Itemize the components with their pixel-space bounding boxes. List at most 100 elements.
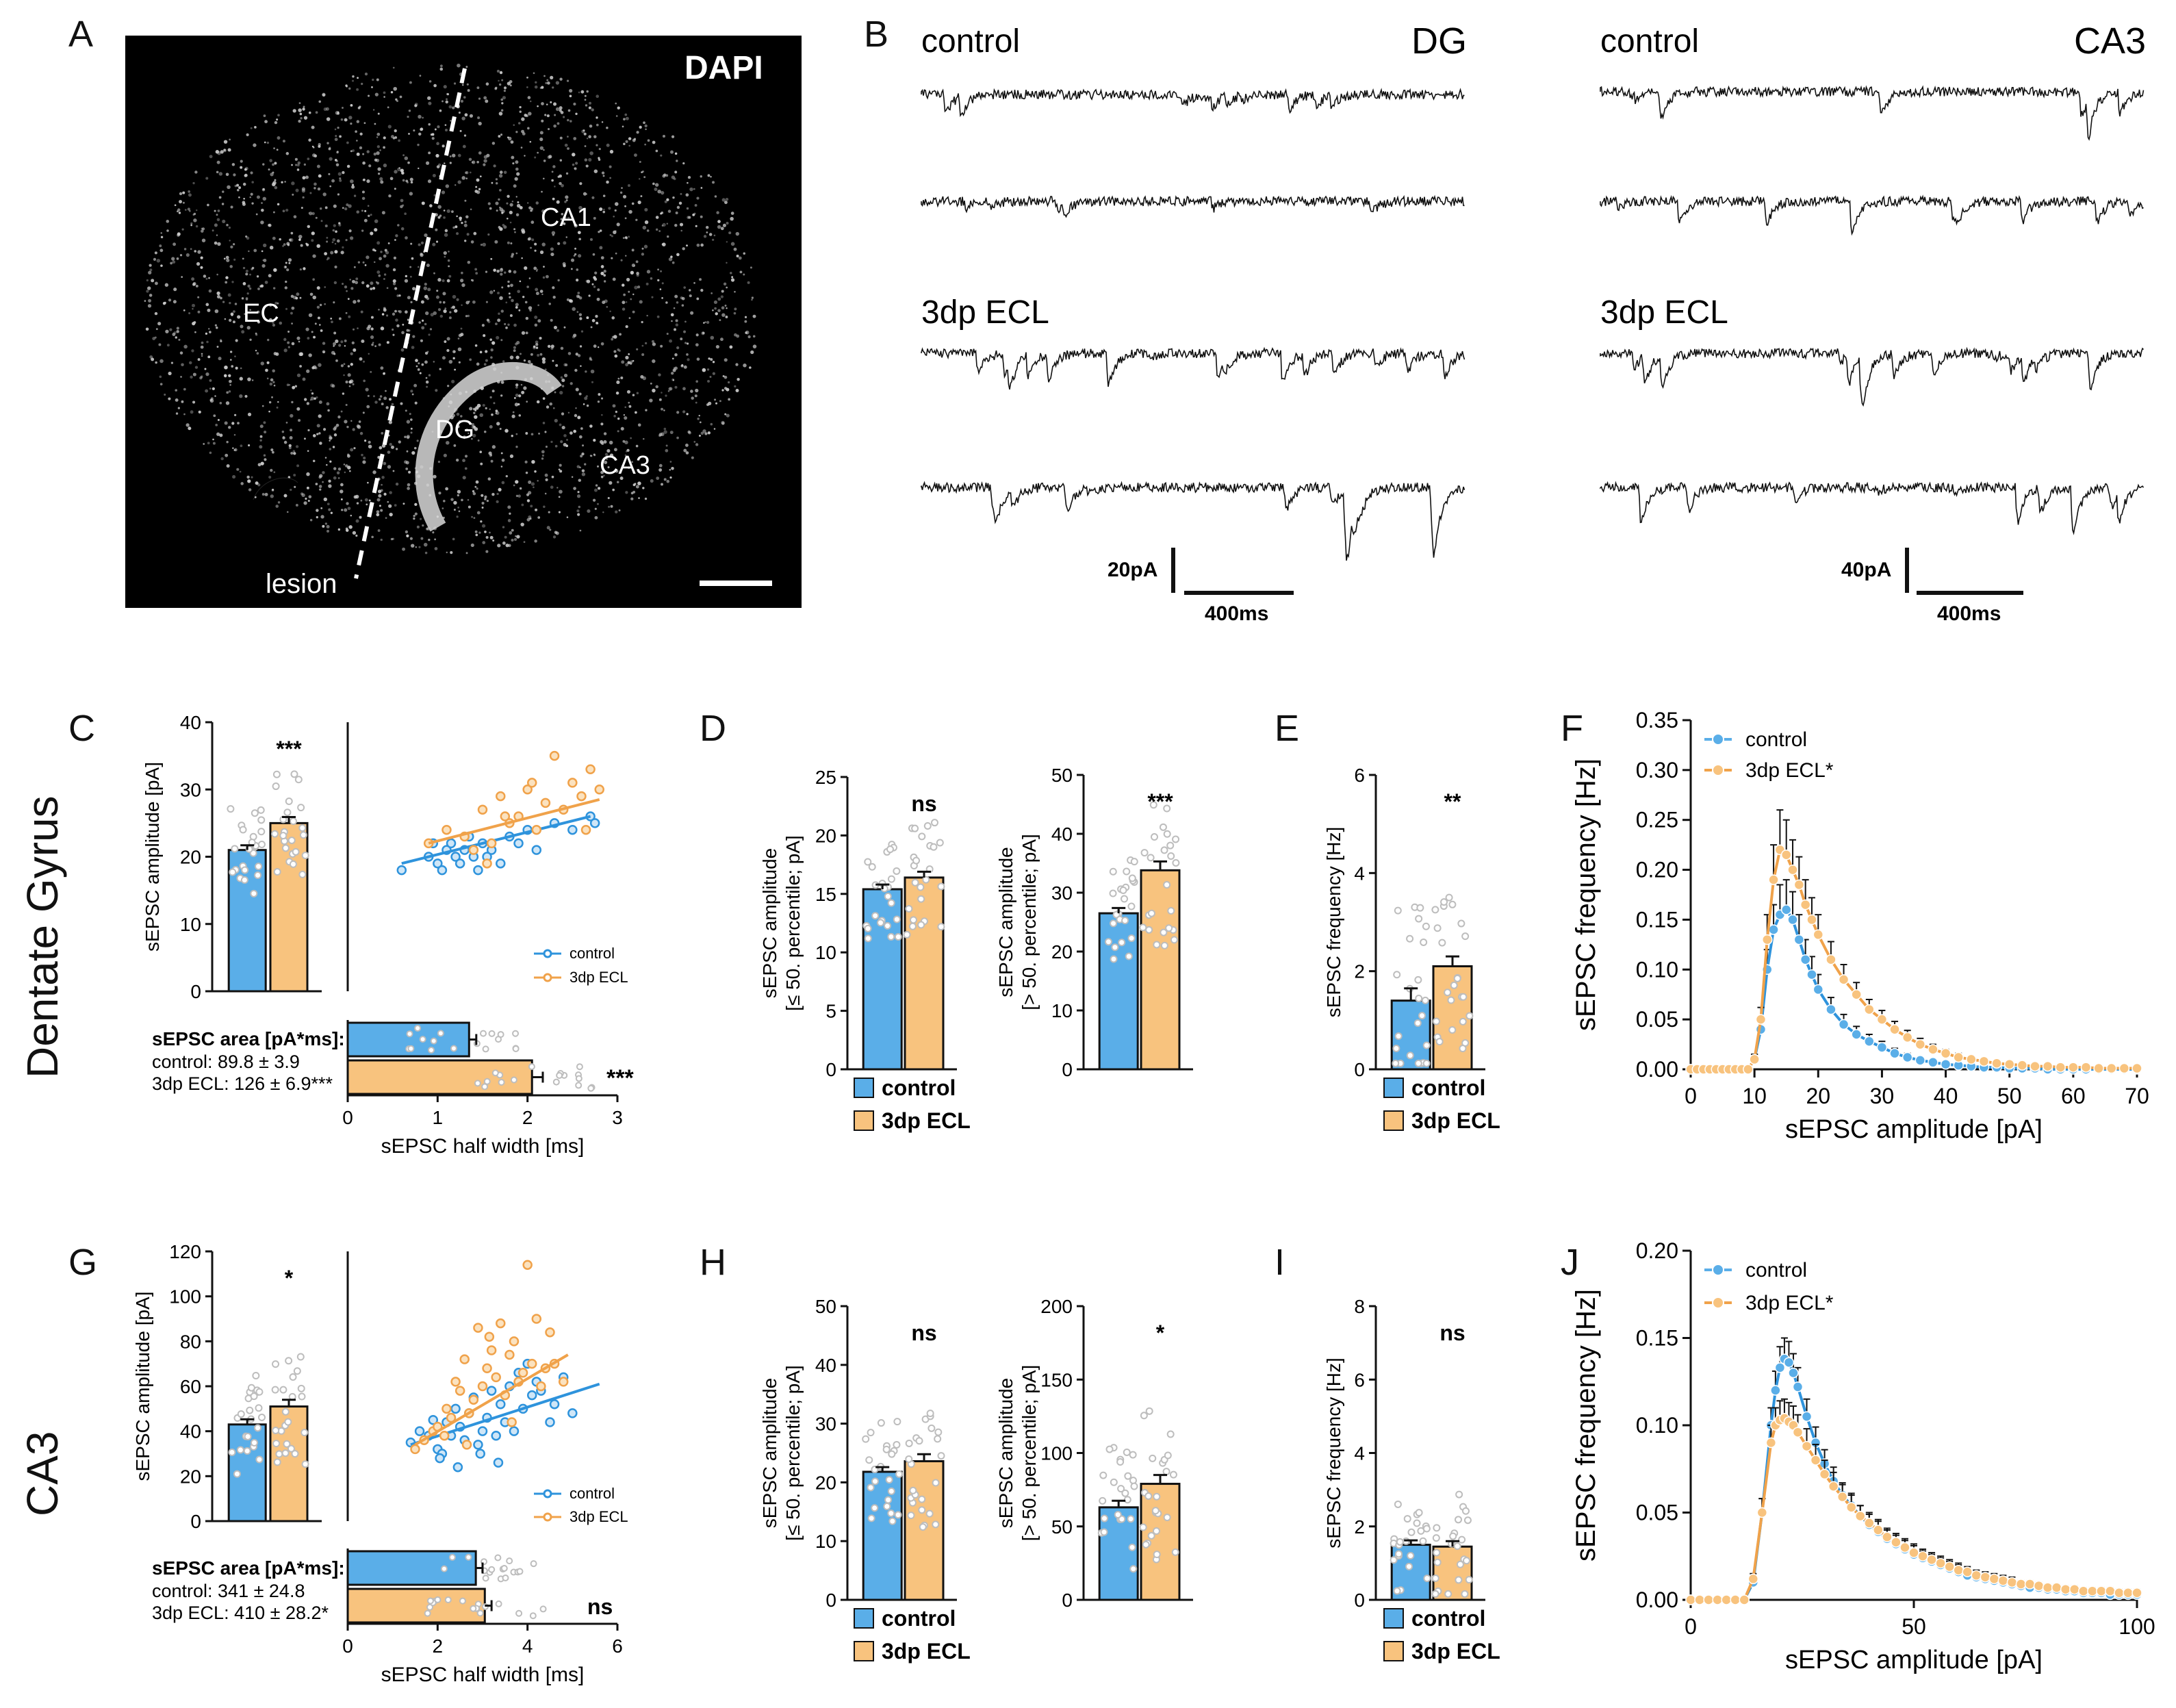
nucleus-dot bbox=[339, 179, 342, 182]
nucleus-dot bbox=[489, 425, 493, 429]
y-tick-label: 30 bbox=[1051, 882, 1073, 904]
scatter-point-control bbox=[545, 1417, 555, 1427]
scatter-point-ecl bbox=[482, 858, 492, 869]
nucleus-dot bbox=[696, 196, 700, 200]
nucleus-dot bbox=[316, 515, 318, 519]
data-point bbox=[1414, 1059, 1422, 1067]
data-point bbox=[1422, 1525, 1431, 1533]
nucleus-dot bbox=[266, 377, 269, 380]
nucleus-dot bbox=[468, 505, 471, 509]
nucleus-dot bbox=[301, 189, 305, 193]
nucleus-dot bbox=[425, 380, 429, 384]
nucleus-dot bbox=[322, 93, 326, 97]
nucleus-dot bbox=[214, 395, 216, 397]
nucleus-dot bbox=[558, 468, 561, 471]
y-tick-label: 4 bbox=[1354, 863, 1365, 884]
nucleus-dot bbox=[576, 311, 579, 313]
nucleus-dot bbox=[542, 360, 546, 364]
nucleus-dot bbox=[400, 205, 403, 209]
nucleus-dot bbox=[644, 124, 648, 128]
nucleus-dot bbox=[632, 310, 635, 314]
nucleus-dot bbox=[334, 426, 337, 429]
nucleus-dot bbox=[344, 207, 348, 211]
nucleus-dot bbox=[342, 107, 344, 109]
nucleus-dot bbox=[352, 149, 355, 152]
nucleus-dot bbox=[507, 194, 510, 199]
data-point bbox=[470, 1605, 477, 1612]
series-point-ecl bbox=[1882, 1531, 1893, 1542]
nucleus-dot bbox=[409, 413, 411, 416]
series-point-control bbox=[1806, 969, 1817, 980]
nucleus-dot bbox=[257, 483, 261, 487]
nucleus-dot bbox=[726, 286, 728, 289]
nucleus-dot bbox=[319, 488, 322, 491]
scatter-point-ecl bbox=[507, 1417, 517, 1427]
data-point bbox=[1163, 804, 1171, 813]
nucleus-dot bbox=[344, 118, 348, 122]
nucleus-dot bbox=[452, 305, 455, 309]
nucleus-dot bbox=[581, 452, 585, 456]
nucleus-dot bbox=[614, 209, 617, 212]
data-point bbox=[1403, 1515, 1411, 1523]
nucleus-dot bbox=[313, 335, 316, 339]
nucleus-dot bbox=[316, 244, 320, 248]
nucleus-dot bbox=[535, 288, 539, 292]
data-point bbox=[1140, 1412, 1148, 1420]
nucleus-dot bbox=[420, 537, 424, 540]
nucleus-dot bbox=[290, 429, 293, 432]
nucleus-dot bbox=[519, 110, 522, 113]
nucleus-dot bbox=[458, 112, 461, 114]
nucleus-dot bbox=[491, 181, 494, 184]
nucleus-dot bbox=[370, 327, 374, 331]
nucleus-dot bbox=[491, 142, 496, 145]
data-point bbox=[576, 1063, 583, 1071]
nucleus-dot bbox=[285, 421, 288, 424]
nucleus-dot bbox=[676, 411, 680, 414]
data-point bbox=[301, 1460, 309, 1468]
nucleus-dot bbox=[329, 435, 332, 437]
scatter-point-ecl bbox=[549, 750, 560, 761]
nucleus-dot bbox=[599, 246, 603, 250]
nucleus-dot bbox=[700, 243, 704, 247]
nucleus-dot bbox=[639, 125, 642, 129]
nucleus-dot bbox=[340, 483, 344, 487]
nucleus-dot bbox=[493, 290, 496, 292]
nucleus-dot bbox=[555, 81, 560, 85]
nucleus-dot bbox=[443, 216, 446, 219]
nucleus-dot bbox=[207, 442, 210, 445]
nucleus-dot bbox=[197, 358, 201, 361]
nucleus-dot bbox=[669, 387, 673, 391]
nucleus-dot bbox=[410, 544, 415, 548]
nucleus-dot bbox=[335, 359, 338, 362]
nucleus-dot bbox=[651, 340, 654, 343]
nucleus-dot bbox=[379, 257, 382, 261]
nucleus-dot bbox=[295, 188, 299, 192]
series-point-ecl bbox=[1953, 1051, 1964, 1063]
panel-letter-h: H bbox=[700, 1242, 726, 1283]
nucleus-dot bbox=[670, 313, 674, 317]
nucleus-dot bbox=[268, 274, 272, 278]
data-point bbox=[1422, 1059, 1431, 1067]
nucleus-dot bbox=[581, 469, 585, 472]
nucleus-dot bbox=[518, 414, 522, 417]
nucleus-dot bbox=[539, 336, 542, 340]
nucleus-dot bbox=[490, 348, 494, 352]
nucleus-dot bbox=[489, 535, 494, 539]
nucleus-dot bbox=[378, 398, 381, 401]
nucleus-dot bbox=[231, 314, 233, 316]
data-point bbox=[1153, 1492, 1161, 1501]
nucleus-dot bbox=[676, 346, 680, 350]
nucleus-dot bbox=[370, 335, 374, 340]
nucleus-dot bbox=[600, 271, 604, 276]
nucleus-dot bbox=[364, 72, 368, 76]
nucleus-dot bbox=[322, 350, 325, 354]
nucleus-dot bbox=[394, 287, 398, 290]
nucleus-dot bbox=[394, 188, 396, 190]
nucleus-dot bbox=[404, 212, 407, 216]
nucleus-dot bbox=[706, 231, 708, 233]
nucleus-dot bbox=[458, 510, 461, 513]
nucleus-dot bbox=[497, 292, 500, 294]
nucleus-dot bbox=[687, 358, 690, 361]
nucleus-dot bbox=[349, 379, 354, 383]
nucleus-dot bbox=[559, 470, 563, 473]
